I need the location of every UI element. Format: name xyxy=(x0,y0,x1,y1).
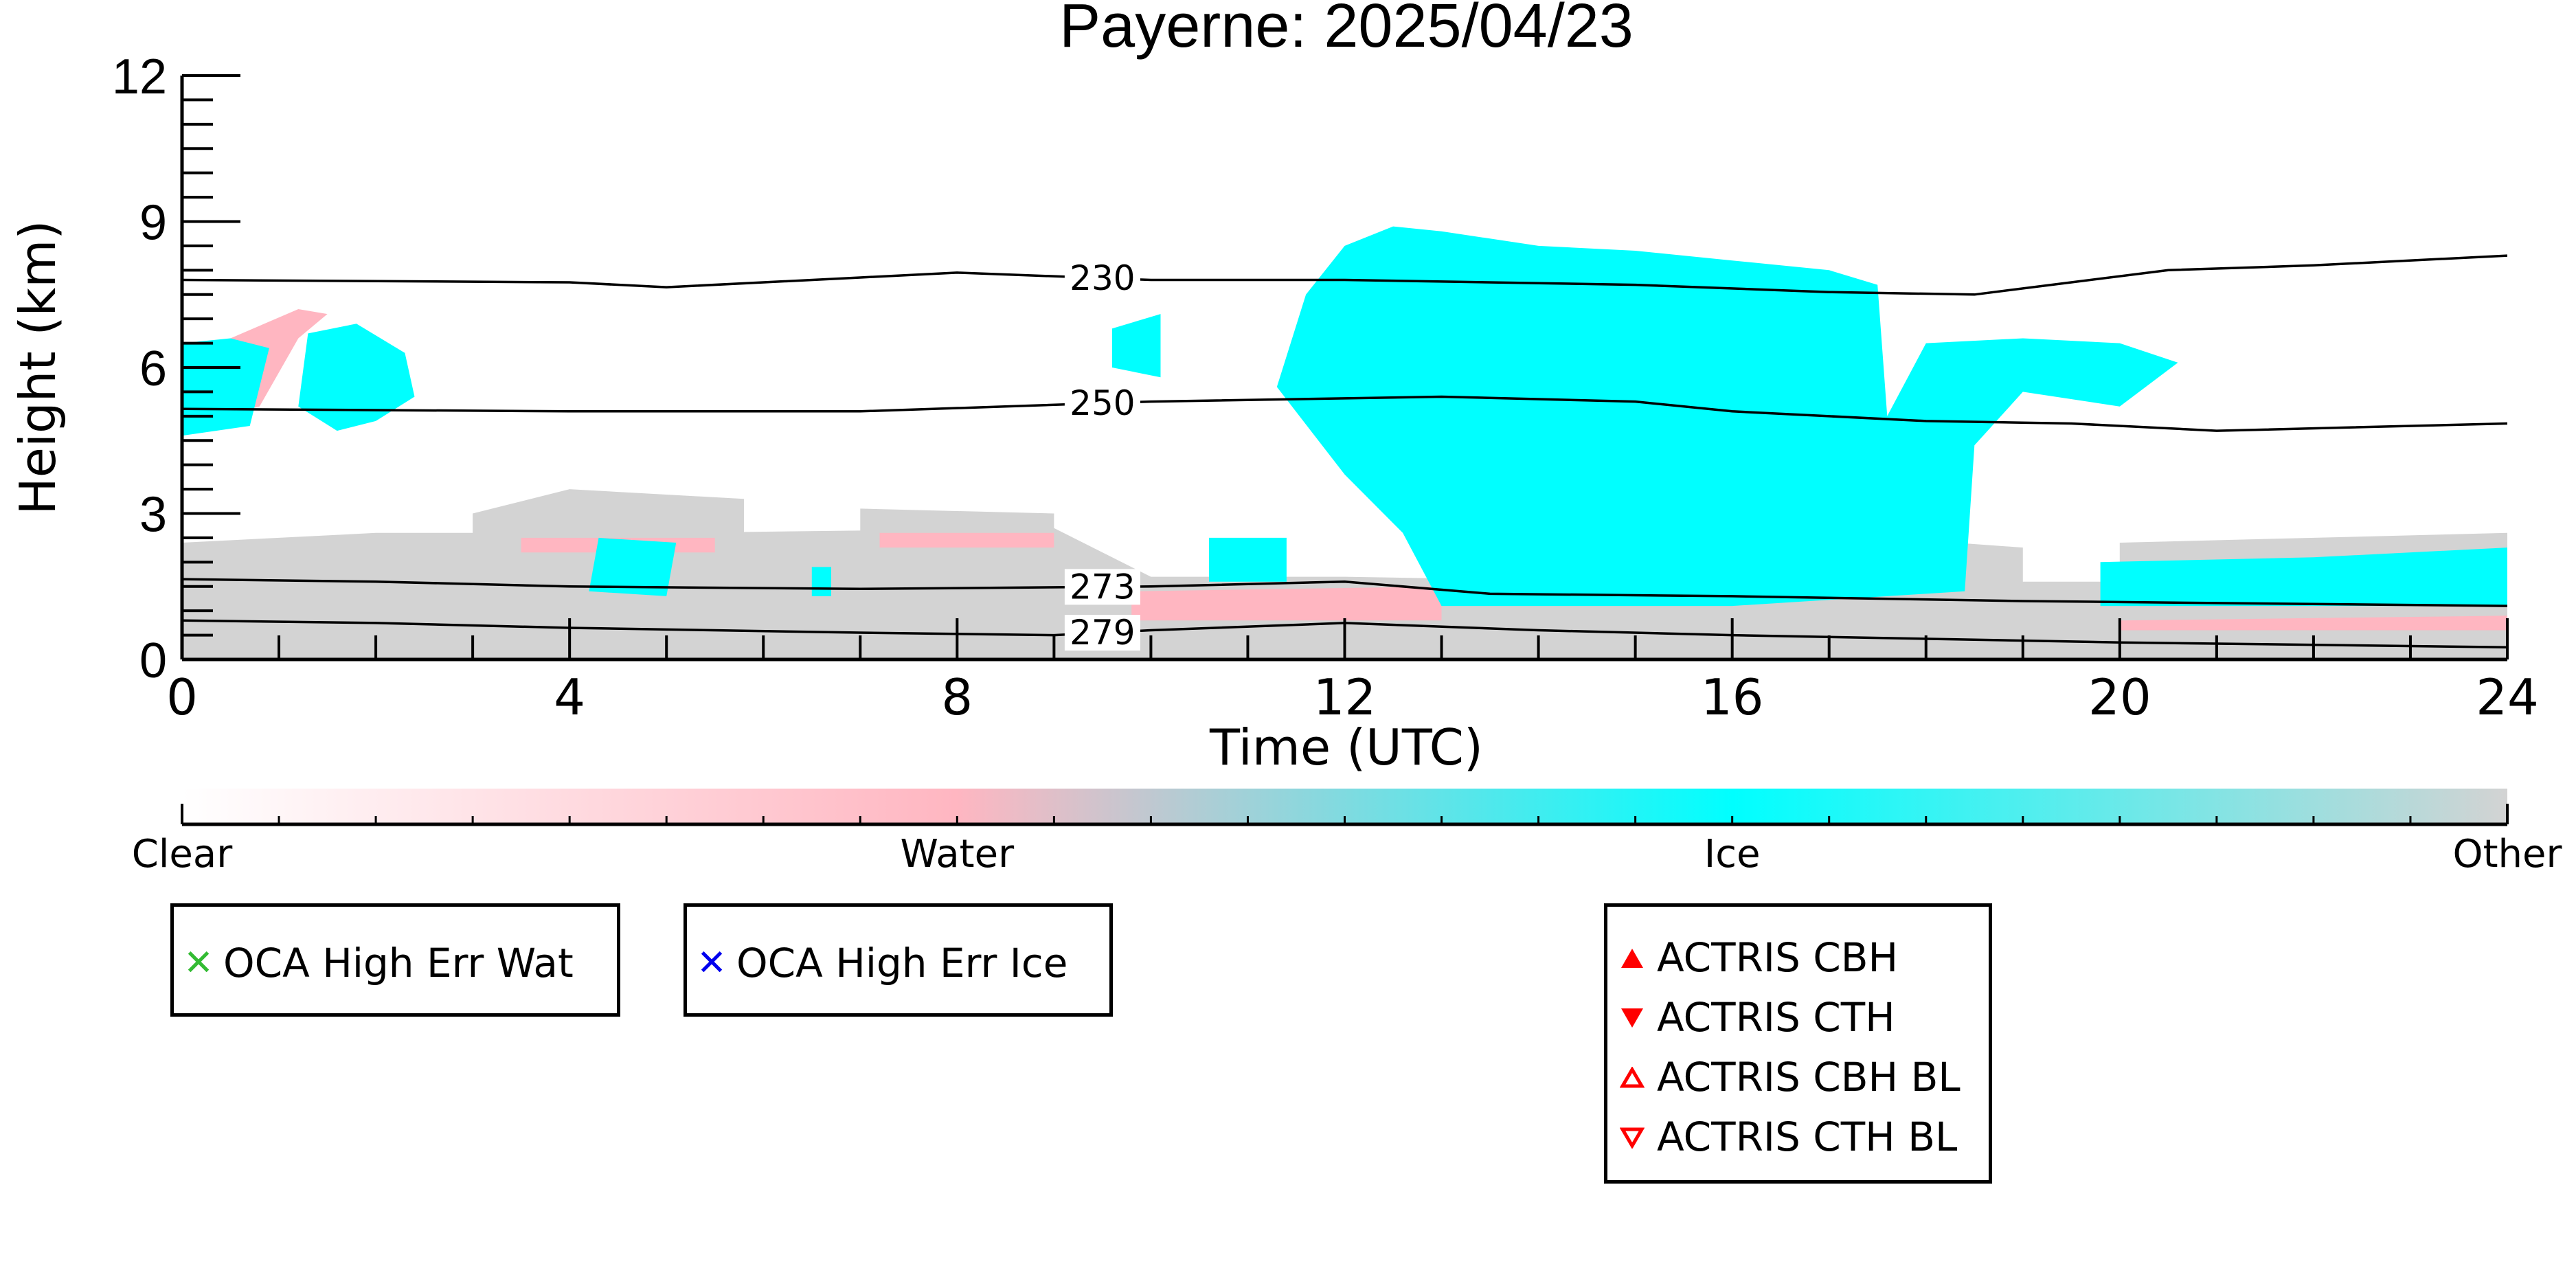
colorbar-label-other: Other xyxy=(2452,832,2562,877)
region-other-1 xyxy=(473,489,744,548)
y-tick-label-0: 0 xyxy=(139,633,167,688)
region-ice-11 xyxy=(298,324,415,431)
isotherm-line-273 xyxy=(182,578,2507,607)
isotherm-line-250 xyxy=(182,395,2507,432)
x-tick-label-8: 8 xyxy=(941,668,973,726)
isotherm-line-279 xyxy=(182,619,2507,649)
green-x-icon: ✕ xyxy=(183,942,214,984)
isotherm-label-bg-273 xyxy=(1064,569,1140,605)
x-tick-label-24: 24 xyxy=(2476,668,2539,726)
region-ice-10 xyxy=(182,338,269,436)
isotherm-line-230 xyxy=(182,254,2507,296)
legend-label-actris-cbh-bl: ACTRIS CBH BL xyxy=(1657,1054,1961,1100)
colorbar-label-clear: Clear xyxy=(132,832,233,877)
legend-label-oca-water: OCA High Err Wat xyxy=(223,940,574,986)
isotherm-label-250: 250 xyxy=(1070,383,1135,423)
triangle-down-open-icon xyxy=(1607,1119,1657,1155)
y-axis-label: Height (km) xyxy=(9,221,67,515)
legend-oca-ice: ✕ OCA High Err Ice xyxy=(683,903,1113,1017)
isotherm-label-230: 230 xyxy=(1070,258,1135,298)
legend-oca-water: ✕ OCA High Err Wat xyxy=(170,903,620,1017)
region-ice-15 xyxy=(1209,537,1287,582)
triangle-up-filled-icon xyxy=(1607,940,1657,975)
legend-actris: ACTRIS CBH ACTRIS CTH ACTRIS CBH BL ACTR… xyxy=(1604,903,1992,1184)
y-tick-label-12: 12 xyxy=(112,49,167,104)
region-ice-14 xyxy=(1112,314,1161,378)
region-ice-16 xyxy=(1276,226,2178,607)
class-colorbar: Clear Water Ice Other xyxy=(132,789,2562,877)
y-tick-label-3: 3 xyxy=(139,488,167,543)
y-tick-label-9: 9 xyxy=(139,196,167,251)
region-water-6 xyxy=(879,532,1054,548)
x-tick-label-0: 0 xyxy=(166,668,198,726)
x-tick-label-20: 20 xyxy=(2088,668,2151,726)
triangle-up-open-icon xyxy=(1607,1059,1657,1095)
x-tick-label-12: 12 xyxy=(1313,668,1377,726)
region-water-9 xyxy=(2119,615,2507,631)
region-ice-17 xyxy=(2100,547,2507,607)
y-tick-label-6: 6 xyxy=(139,341,167,396)
colorbar-label-water: Water xyxy=(901,832,1015,877)
region-ice-12 xyxy=(589,537,677,596)
isotherm-label-bg-279 xyxy=(1064,615,1140,651)
isotherm-label-279: 279 xyxy=(1070,613,1135,653)
region-water-8 xyxy=(1131,586,1442,621)
x-axis-label: Time (UTC) xyxy=(1209,719,1483,776)
chart-title: Payerne: 2025/04/23 xyxy=(1059,0,1634,60)
legend-label-actris-cth: ACTRIS CTH xyxy=(1657,994,1895,1041)
isotherm-label-273: 273 xyxy=(1070,567,1135,607)
isotherm-label-bg-230 xyxy=(1064,260,1140,296)
colorbar-label-ice: Ice xyxy=(1704,832,1761,877)
blue-x-icon: ✕ xyxy=(697,942,727,984)
x-tick-label-4: 4 xyxy=(554,668,585,726)
legend-label-actris-cth-bl: ACTRIS CTH BL xyxy=(1657,1114,1958,1160)
legend-label-oca-ice: OCA High Err Ice xyxy=(736,940,1068,986)
isotherm-label-bg-250 xyxy=(1064,385,1140,421)
region-ice-13 xyxy=(811,567,831,596)
legend-label-actris-cbh: ACTRIS CBH xyxy=(1657,934,1899,981)
triangle-down-filled-icon xyxy=(1607,999,1657,1035)
x-tick-label-16: 16 xyxy=(1701,668,1764,726)
